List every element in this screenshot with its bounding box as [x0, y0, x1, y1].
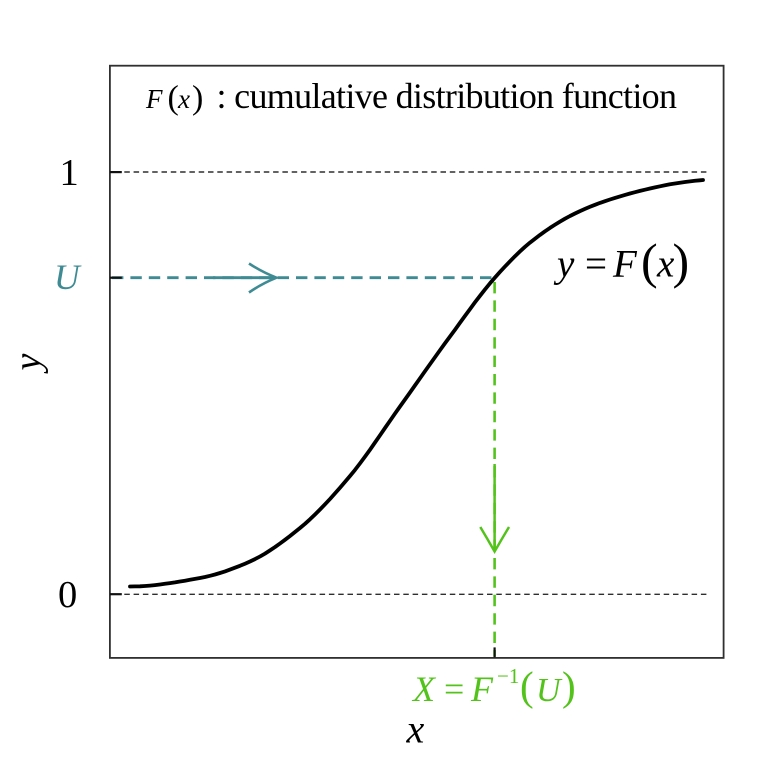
- svg-text:F: F: [612, 243, 638, 286]
- svg-text:y: y: [553, 243, 575, 286]
- svg-text:=: =: [585, 243, 607, 286]
- svg-text:): ): [192, 80, 203, 117]
- svg-text:U: U: [54, 257, 82, 297]
- svg-text:1: 1: [60, 152, 79, 194]
- svg-text:): ): [673, 233, 690, 289]
- svg-text:(: (: [168, 80, 179, 117]
- svg-text:=: =: [444, 669, 464, 709]
- svg-text:0: 0: [58, 574, 77, 616]
- svg-text:x: x: [656, 243, 675, 286]
- svg-text:y: y: [7, 354, 49, 375]
- svg-text:(: (: [641, 233, 658, 289]
- svg-text:X: X: [411, 669, 437, 709]
- svg-text:x: x: [406, 706, 425, 751]
- svg-text:F: F: [470, 669, 494, 709]
- svg-text:): ): [562, 663, 576, 709]
- svg-text:: cumulative distribution func: : cumulative distribution function: [217, 76, 677, 116]
- svg-text:x: x: [177, 84, 190, 114]
- svg-text:−1: −1: [497, 664, 519, 688]
- svg-text:(: (: [520, 663, 534, 709]
- svg-text:U: U: [536, 672, 563, 709]
- svg-text:F: F: [145, 84, 163, 114]
